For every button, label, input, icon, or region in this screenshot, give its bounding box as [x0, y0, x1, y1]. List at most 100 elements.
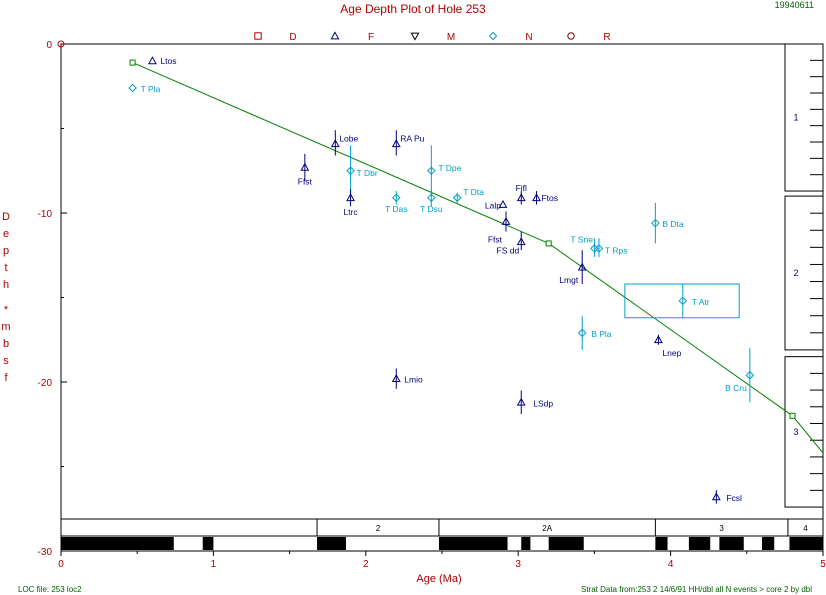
event-label: T Dta	[463, 187, 484, 197]
event-label: T Das	[385, 204, 408, 214]
y-tick-label: -10	[38, 209, 53, 220]
epoch-label: 4	[803, 524, 808, 533]
legend-symbol-triangle	[330, 31, 340, 40]
event-label: B Pla	[591, 329, 612, 339]
event-label: B Dta	[662, 219, 684, 229]
event-marker	[594, 244, 604, 253]
event-marker	[745, 370, 755, 380]
events-layer: Ltos T Pla Lobe RA Pu Ffst T Dbr T Dpe Ltrc T Da…	[128, 56, 755, 504]
date-code: 19940611	[775, 0, 814, 10]
polarity-chron	[548, 537, 584, 550]
event-label: Fcsl	[726, 493, 742, 503]
y-axis-label-char: s	[3, 355, 9, 367]
loc-tiepoint	[789, 412, 796, 419]
legend-code-N: N	[525, 32, 532, 43]
loc-tiepoint	[129, 59, 136, 66]
strat-data-label: Strat Data from:253 2 14/6/91 HH/dbl all…	[581, 585, 812, 594]
event-marker	[651, 218, 660, 228]
event-label: Lobe	[339, 134, 358, 144]
y-tick-label: -20	[38, 378, 53, 389]
polarity-chron	[688, 537, 711, 550]
event-marker	[501, 216, 511, 225]
event-marker	[391, 193, 401, 203]
legend-code-D: D	[289, 32, 296, 43]
event-marker	[711, 492, 721, 501]
event-marker	[346, 193, 356, 202]
polarity-chron	[719, 537, 744, 550]
legend-symbol-square	[254, 32, 262, 40]
event-marker	[300, 162, 310, 171]
timescale-bar: 2 2A 3 4	[60, 518, 824, 552]
event-marker	[678, 296, 688, 306]
polarity-chron	[789, 537, 823, 550]
loc-line	[132, 62, 824, 454]
event-label: Ffst	[488, 234, 503, 244]
event-marker	[532, 193, 541, 202]
event-label: Ftos	[541, 193, 558, 203]
event-marker	[346, 166, 355, 176]
core-column: 1 2 3	[784, 43, 824, 508]
event-marker	[128, 83, 137, 93]
event-label: T Rps	[605, 245, 628, 255]
event-marker	[516, 397, 526, 406]
event-marker	[577, 328, 587, 338]
event-marker	[516, 237, 526, 246]
y-axis-label-char: D	[2, 211, 10, 223]
y-axis-label-char: h	[3, 279, 9, 291]
x-tick-label: 0	[58, 559, 64, 570]
legend-symbol-inverted-triangle	[410, 32, 420, 41]
y-axis-label-char: e	[3, 228, 9, 240]
event-label: FS dd	[497, 246, 520, 256]
event-marker	[452, 193, 462, 203]
x-tick-label: 1	[211, 559, 217, 570]
core-label: 3	[793, 427, 798, 437]
polarity-chron	[438, 537, 508, 550]
event-marker	[516, 193, 526, 202]
polarity-chron	[317, 537, 346, 550]
core-label: 2	[793, 268, 798, 278]
event-label: Lalp	[485, 201, 501, 211]
polarity-chron	[655, 537, 668, 550]
y-tick-label: -30	[38, 547, 53, 558]
event-marker	[498, 199, 508, 208]
event-marker	[147, 56, 157, 65]
core-box	[784, 43, 824, 192]
core-box	[784, 356, 824, 508]
y-axis-label-char: p	[3, 245, 9, 257]
core-label: 1	[793, 113, 798, 123]
chart-title: Age Depth Plot of Hole 253	[340, 2, 486, 16]
event-error-box	[624, 283, 740, 319]
event-marker	[391, 373, 401, 382]
polarity-chron	[762, 537, 775, 550]
y-axis-label-char: m	[1, 321, 10, 333]
y-axis-label-char: b	[3, 338, 9, 350]
epoch-label: 2A	[542, 524, 552, 533]
event-label: Ffst	[298, 176, 313, 186]
y-axis-label-char: t	[4, 262, 7, 274]
loc-line-layer	[129, 59, 824, 454]
legend-code-R: R	[603, 32, 610, 43]
event-marker	[653, 335, 663, 344]
core-box	[784, 195, 824, 351]
event-label: B Cru	[725, 383, 747, 393]
event-label: T Pla	[141, 84, 161, 94]
event-marker	[577, 262, 587, 271]
event-label: Ltrc	[343, 207, 358, 217]
event-label: Fifl	[516, 183, 527, 193]
y-tick-label: 0	[46, 40, 52, 51]
event-label: T Dpe	[438, 163, 461, 173]
event-label: T Dsu	[420, 204, 443, 214]
legend-code-M: M	[447, 32, 455, 43]
event-marker	[391, 139, 401, 148]
event-label: T Dbr	[357, 168, 378, 178]
x-tick-label: 2	[363, 559, 369, 570]
y-axis-label-char: *	[4, 304, 9, 316]
x-tick-label: 5	[820, 559, 826, 570]
polarity-chron	[61, 537, 174, 550]
event-label: Ltos	[160, 56, 176, 66]
event-label: T Atr	[692, 297, 710, 307]
event-label: LSdp	[533, 398, 553, 408]
